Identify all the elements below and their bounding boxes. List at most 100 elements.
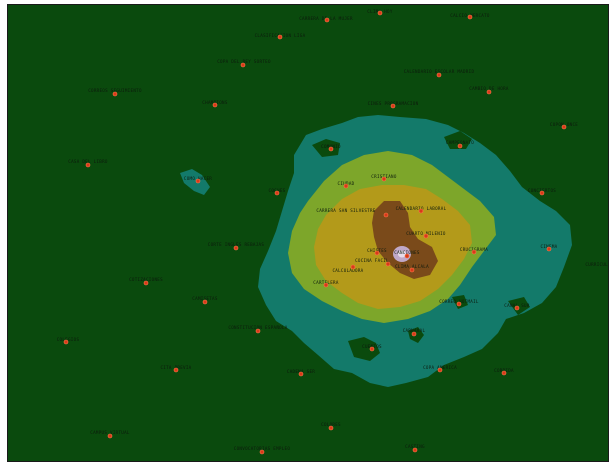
map-node[interactable]: CLIMA ALCALA bbox=[395, 264, 429, 273]
map-node[interactable]: CORTE INGLES REBAJAS bbox=[208, 242, 265, 251]
map-node[interactable]: CURRICULUM VITAE bbox=[585, 262, 608, 271]
map-node[interactable]: CANCIONES bbox=[394, 250, 420, 259]
map-node[interactable]: COCHES bbox=[269, 188, 286, 196]
map-node-dot[interactable] bbox=[514, 305, 520, 311]
map-node[interactable]: CALCIO MERCATO bbox=[450, 13, 490, 20]
map-node-dot[interactable] bbox=[63, 339, 69, 345]
map-node[interactable]: CORRIDA bbox=[494, 368, 514, 376]
map-node[interactable]: CALENDARIO ESCOLAR MADRID bbox=[404, 69, 475, 78]
map-node-dot[interactable] bbox=[274, 190, 280, 196]
map-node-dot[interactable] bbox=[456, 301, 462, 307]
map-node[interactable]: CRUCIGRAMA bbox=[460, 247, 488, 255]
map-node-dot[interactable] bbox=[328, 146, 334, 152]
map-node-dot[interactable] bbox=[374, 250, 380, 256]
map-node[interactable]: CARNAVAL bbox=[403, 328, 426, 337]
map-node[interactable]: CANAL SUR bbox=[504, 303, 530, 311]
map-node-dot[interactable] bbox=[85, 162, 91, 168]
map-node-dot[interactable] bbox=[195, 178, 201, 184]
map-node-dot[interactable] bbox=[436, 72, 442, 78]
map-node-dot[interactable] bbox=[390, 103, 396, 109]
map-node-dot[interactable] bbox=[486, 89, 492, 95]
map-node-dot[interactable] bbox=[277, 34, 283, 40]
map-node[interactable]: CUPON ONCE bbox=[550, 122, 578, 130]
map-node[interactable]: CONVOCATORIAS EMPLEO bbox=[234, 446, 291, 455]
map-node-dot[interactable] bbox=[546, 246, 552, 252]
map-canvas[interactable]: CARRERA DE LA MUJER CLIMA HOY CALCIO MERCA… bbox=[8, 5, 608, 461]
map-node-dot[interactable] bbox=[385, 261, 391, 267]
map-node-dot[interactable] bbox=[298, 371, 304, 377]
map-node-dot[interactable] bbox=[202, 299, 208, 305]
contour-level-4 bbox=[372, 201, 438, 279]
map-node[interactable]: CIUDAD bbox=[338, 181, 355, 189]
map-node-dot[interactable] bbox=[324, 17, 330, 23]
map-node-dot[interactable] bbox=[423, 233, 429, 239]
map-node[interactable]: CORREO HOTMAIL bbox=[439, 299, 479, 307]
map-node-dot[interactable] bbox=[143, 280, 149, 286]
map-node[interactable]: CLIMA HOY bbox=[367, 9, 393, 16]
map-node[interactable]: COLORES bbox=[321, 422, 341, 431]
map-node[interactable]: COMO HACER bbox=[184, 176, 212, 184]
contour-map[interactable]: CARRERA DE LA MUJER CLIMA HOY CALCIO MERCA… bbox=[7, 4, 609, 462]
map-node[interactable]: CAMBIO DE HORA bbox=[469, 86, 509, 95]
map-node[interactable]: CAMISETAS bbox=[192, 296, 218, 305]
map-node-dot[interactable] bbox=[383, 212, 389, 218]
map-node[interactable]: CARRERA DE LA MUJER bbox=[299, 16, 353, 23]
map-node-dot[interactable] bbox=[212, 102, 218, 108]
map-node[interactable]: COPA AMERICA bbox=[423, 365, 457, 373]
map-node[interactable]: CORREOS SEGUIMIENTO bbox=[88, 88, 142, 97]
map-node-dot[interactable] bbox=[418, 208, 424, 214]
map-node[interactable]: CASA DEL LIBRO bbox=[68, 159, 108, 168]
map-node-dot[interactable] bbox=[369, 346, 375, 352]
map-node[interactable]: CASTING bbox=[405, 444, 425, 453]
map-node-dot[interactable] bbox=[377, 10, 383, 16]
map-node-dot[interactable] bbox=[328, 425, 334, 431]
map-node-dot[interactable] bbox=[323, 282, 329, 288]
map-node[interactable]: CUENTOS bbox=[362, 344, 382, 352]
map-node-dot[interactable] bbox=[471, 249, 477, 255]
map-node-label: CUENTOS bbox=[362, 344, 382, 349]
map-node-dot[interactable] bbox=[561, 124, 567, 130]
map-node-dot[interactable] bbox=[173, 367, 179, 373]
map-node-dot[interactable] bbox=[255, 328, 261, 334]
map-node[interactable]: COTIZACIONES bbox=[129, 277, 163, 286]
map-node[interactable]: CUARTO MILENIO bbox=[406, 231, 446, 239]
map-node[interactable]: COLEGIOS bbox=[57, 337, 80, 345]
map-node[interactable]: CHISTES bbox=[367, 248, 387, 256]
map-node-dot[interactable] bbox=[437, 367, 443, 373]
map-node[interactable]: CALENDARIO LABORAL bbox=[396, 206, 447, 214]
map-node[interactable]: CITA PREVIA bbox=[160, 365, 191, 373]
map-node-dot[interactable] bbox=[539, 190, 545, 196]
map-node[interactable]: COMUNIO bbox=[321, 144, 341, 152]
map-node[interactable]: CRISTIANO bbox=[371, 174, 397, 182]
map-node-dot[interactable] bbox=[240, 62, 246, 68]
map-node-dot[interactable] bbox=[343, 183, 349, 189]
map-node-dot[interactable] bbox=[107, 433, 113, 439]
map-node[interactable]: CAMPUS VIRTUAL bbox=[90, 430, 130, 439]
map-node[interactable]: CONCIERTOS bbox=[528, 188, 556, 196]
map-node-dot[interactable] bbox=[501, 370, 507, 376]
map-node-dot[interactable] bbox=[411, 331, 417, 337]
map-node[interactable]: CADENA SER bbox=[287, 369, 315, 377]
contour-hole bbox=[508, 297, 530, 315]
map-node[interactable]: CINES PROGRAMACION bbox=[368, 101, 419, 109]
map-node[interactable]: COCINA FACIL bbox=[355, 258, 391, 267]
map-node[interactable]: COPA DEL REY SORTEO bbox=[217, 59, 271, 68]
map-node[interactable]: CARTELERA bbox=[313, 280, 339, 288]
map-node-dot[interactable] bbox=[350, 264, 356, 270]
map-node-dot[interactable] bbox=[412, 447, 418, 453]
map-node[interactable]: CLASIFICACION LIGA bbox=[255, 33, 306, 40]
map-node-dot[interactable] bbox=[233, 245, 239, 251]
map-node-dot[interactable] bbox=[404, 253, 410, 259]
map-node[interactable]: CALCULADORA bbox=[332, 264, 363, 273]
map-node[interactable]: CARRERA SAN SILVESTRE bbox=[316, 208, 389, 218]
map-node[interactable]: CAMPEONATO bbox=[446, 140, 474, 149]
map-node[interactable]: CONSTITUCION ESPAÑOLA bbox=[228, 325, 287, 334]
map-node-dot[interactable] bbox=[467, 14, 473, 20]
map-node-dot[interactable] bbox=[409, 267, 415, 273]
map-node-dot[interactable] bbox=[457, 143, 463, 149]
map-node[interactable]: CHAMPIONS bbox=[202, 100, 228, 108]
map-node[interactable]: CINEMA bbox=[541, 244, 558, 252]
map-node-dot[interactable] bbox=[112, 91, 118, 97]
map-node-dot[interactable] bbox=[259, 449, 265, 455]
map-node-dot[interactable] bbox=[381, 176, 387, 182]
